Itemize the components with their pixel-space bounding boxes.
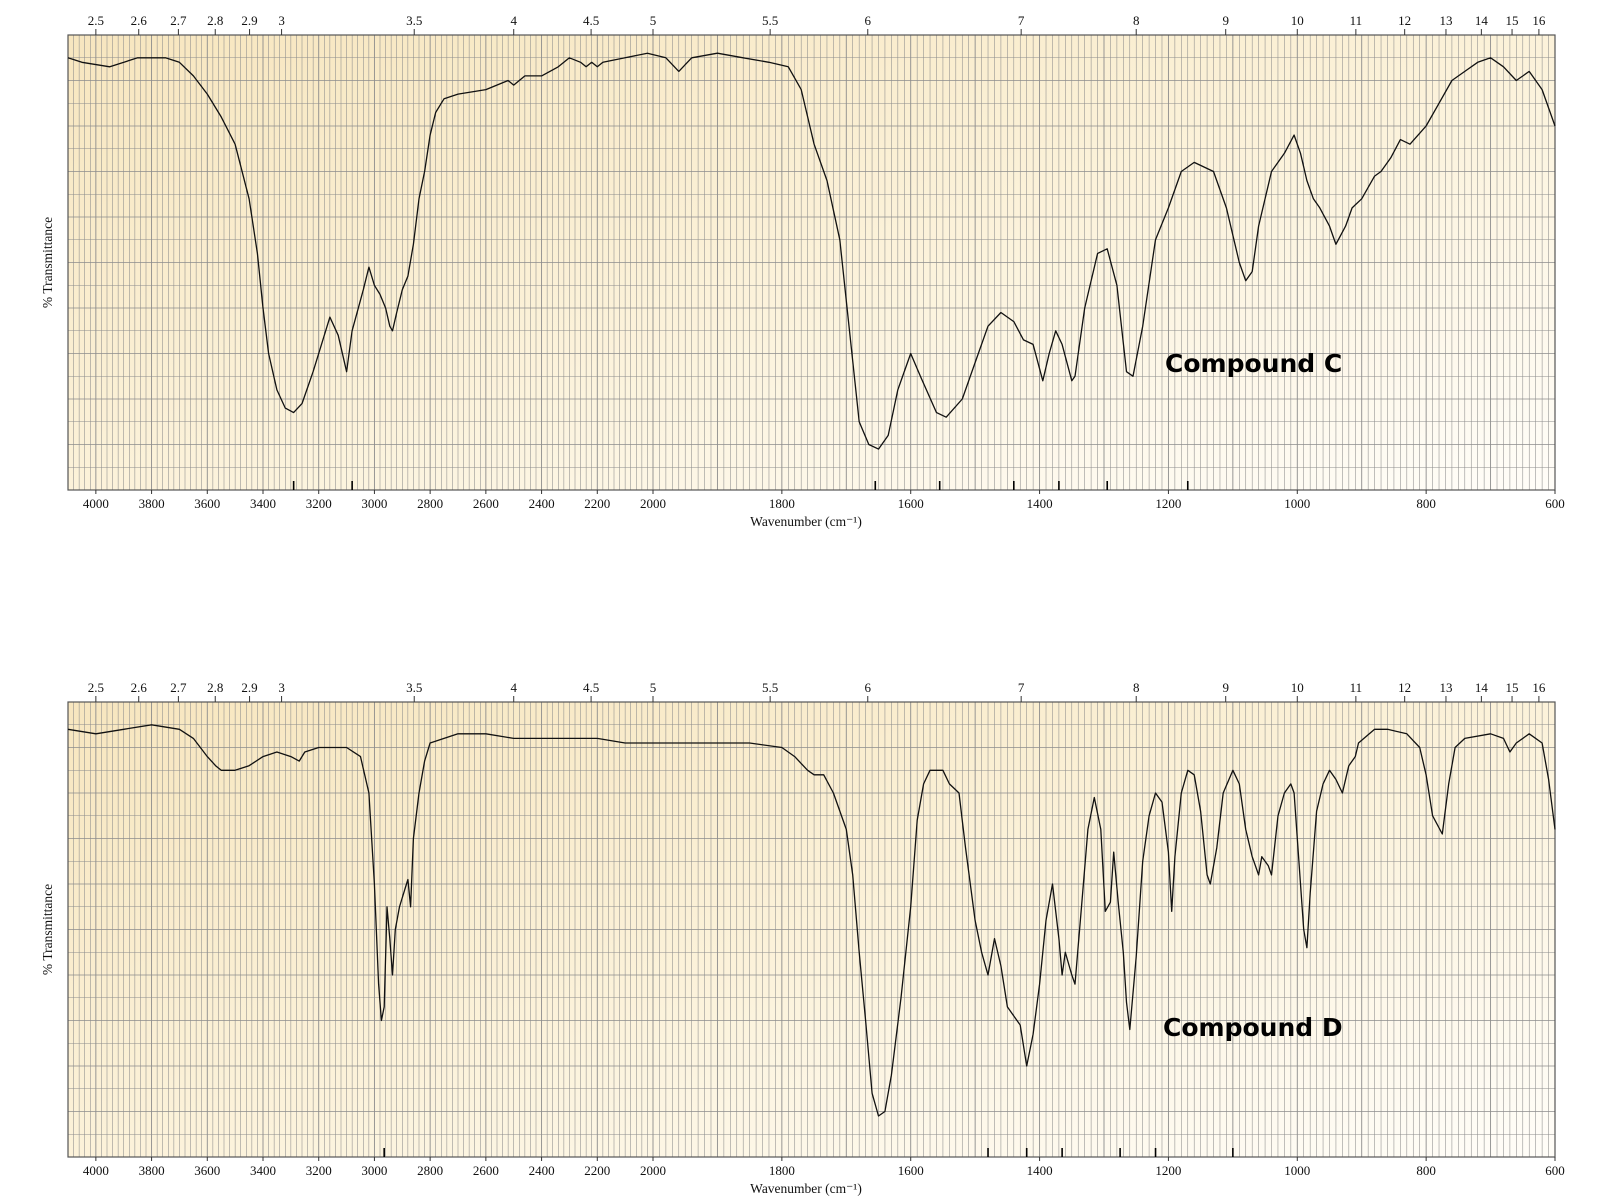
wavelength-tick-label: 12	[1398, 13, 1411, 28]
wavelength-tick-label: 4.5	[583, 13, 599, 28]
wavelength-tick-label: 11	[1350, 680, 1363, 695]
spectrum-line	[67, 52, 1556, 450]
wavenumber-tick-label: 1800	[769, 496, 795, 511]
wavelength-tick-label: 15	[1506, 680, 1519, 695]
wavenumber-tick-label: 2600	[473, 496, 499, 511]
wavelength-tick-label: 6	[865, 13, 872, 28]
wavelength-tick-label: 2.9	[241, 680, 257, 695]
wavenumber-tick-label: 1600	[898, 1163, 924, 1178]
wavenumber-tick-label: 2600	[473, 1163, 499, 1178]
wavenumber-tick-label: 2200	[584, 1163, 610, 1178]
wavelength-tick-label: 10	[1291, 680, 1304, 695]
wavenumber-tick-label: 1200	[1155, 1163, 1181, 1178]
x-axis-title: Wavenumber (cm⁻¹)	[750, 1181, 862, 1196]
wavelength-tick-label: 2.7	[170, 680, 187, 695]
wavenumber-tick-label: 1800	[769, 1163, 795, 1178]
grid	[67, 701, 1556, 1158]
wavelength-tick-label: 12	[1398, 680, 1411, 695]
x-axis-title: Wavenumber (cm⁻¹)	[750, 514, 862, 529]
wavelength-tick-label: 10	[1291, 13, 1304, 28]
wavenumber-tick-label: 4000	[83, 1163, 109, 1178]
spectrum-panel-compound-d: 4000 3800 3600 3400 3200 3000 2800 2600 2400 2200…	[40, 680, 1565, 1196]
wavelength-tick-label: 2.9	[241, 13, 257, 28]
wavenumber-tick-label: 2000	[640, 1163, 666, 1178]
spectrum-line	[67, 724, 1556, 1117]
wavelength-tick-label: 11	[1350, 13, 1363, 28]
wavelength-tick-label: 13	[1439, 13, 1452, 28]
wavenumber-tick-label: 1000	[1284, 1163, 1310, 1178]
wavelength-tick-label: 8	[1133, 680, 1140, 695]
wavelength-tick-label: 7	[1018, 13, 1025, 28]
wavenumber-tick-label: 1000	[1284, 496, 1310, 511]
wavenumber-tick-label: 2400	[529, 496, 555, 511]
grid	[67, 34, 1556, 491]
wavelength-tick-label: 3	[278, 680, 285, 695]
wavenumber-tick-label: 3200	[306, 1163, 332, 1178]
wavelength-tick-label: 5	[650, 680, 657, 695]
wavenumber-tick-label: 2200	[584, 496, 610, 511]
wavelength-tick-label: 5	[650, 13, 657, 28]
wavelength-tick-label: 2.8	[207, 13, 223, 28]
wavelength-tick-label: 15	[1506, 13, 1519, 28]
wavenumber-tick-label: 600	[1545, 1163, 1565, 1178]
wavelength-tick-label: 2.8	[207, 680, 223, 695]
y-axis-title: % Transmittance	[40, 217, 55, 308]
wavelength-tick-label: 4	[510, 680, 517, 695]
wavenumber-tick-label: 1200	[1155, 496, 1181, 511]
wavenumber-tick-label: 3400	[250, 1163, 276, 1178]
wavelength-tick-label: 14	[1475, 680, 1489, 695]
wavenumber-tick-label: 800	[1416, 1163, 1436, 1178]
wavenumber-tick-label: 2400	[529, 1163, 555, 1178]
wavenumber-tick-label: 4000	[83, 496, 109, 511]
wavenumber-tick-label: 2800	[417, 496, 443, 511]
wavenumber-tick-label: 1400	[1027, 1163, 1053, 1178]
wavenumber-tick-label: 3600	[194, 1163, 220, 1178]
wavenumber-tick-label: 3800	[139, 496, 165, 511]
wavenumber-tick-label: 3000	[361, 1163, 387, 1178]
wavenumber-tick-label: 1400	[1027, 496, 1053, 511]
wavelength-tick-label: 4.5	[583, 680, 599, 695]
wavelength-tick-label: 2.5	[88, 13, 104, 28]
wavenumber-tick-label: 3800	[139, 1163, 165, 1178]
wavenumber-tick-label: 1600	[898, 496, 924, 511]
wavenumber-tick-label: 800	[1416, 496, 1436, 511]
wavenumber-tick-label: 3000	[361, 496, 387, 511]
wavelength-tick-label: 6	[865, 680, 872, 695]
compound-label: Compound C	[1165, 349, 1342, 378]
wavelength-tick-label: 3	[278, 13, 285, 28]
plot-frame	[67, 34, 1556, 491]
wavelength-tick-label: 3.5	[406, 13, 422, 28]
wavelength-tick-label: 2.6	[131, 13, 148, 28]
wavelength-tick-label: 8	[1133, 13, 1140, 28]
wavelength-tick-label: 16	[1532, 13, 1546, 28]
wavelength-tick-label: 13	[1439, 680, 1452, 695]
wavelength-tick-label: 2.5	[88, 680, 104, 695]
wavelength-tick-label: 5.5	[762, 13, 778, 28]
wavelength-tick-label: 2.6	[131, 680, 148, 695]
wavelength-tick-label: 9	[1222, 13, 1229, 28]
wavenumber-tick-label: 3600	[194, 496, 220, 511]
y-axis-title: % Transmittance	[40, 884, 55, 975]
wavelength-tick-label: 14	[1475, 13, 1489, 28]
wavenumber-tick-label: 2000	[640, 496, 666, 511]
wavenumber-tick-label: 3200	[306, 496, 332, 511]
wavelength-tick-label: 2.7	[170, 13, 187, 28]
wavenumber-tick-label: 3400	[250, 496, 276, 511]
spectrum-panel-compound-c: 4000 3800 3600 3400 3200 3000 2800 2600 2400 2200…	[40, 13, 1565, 529]
wavenumber-tick-label: 2800	[417, 1163, 443, 1178]
wavelength-tick-label: 16	[1532, 680, 1546, 695]
wavelength-tick-label: 7	[1018, 680, 1025, 695]
wavelength-tick-label: 9	[1222, 680, 1229, 695]
plot-frame	[67, 701, 1556, 1158]
compound-label: Compound D	[1163, 1013, 1343, 1042]
wavelength-tick-label: 5.5	[762, 680, 778, 695]
wavelength-tick-label: 3.5	[406, 680, 422, 695]
wavenumber-tick-label: 600	[1545, 496, 1565, 511]
wavelength-tick-label: 4	[510, 13, 517, 28]
